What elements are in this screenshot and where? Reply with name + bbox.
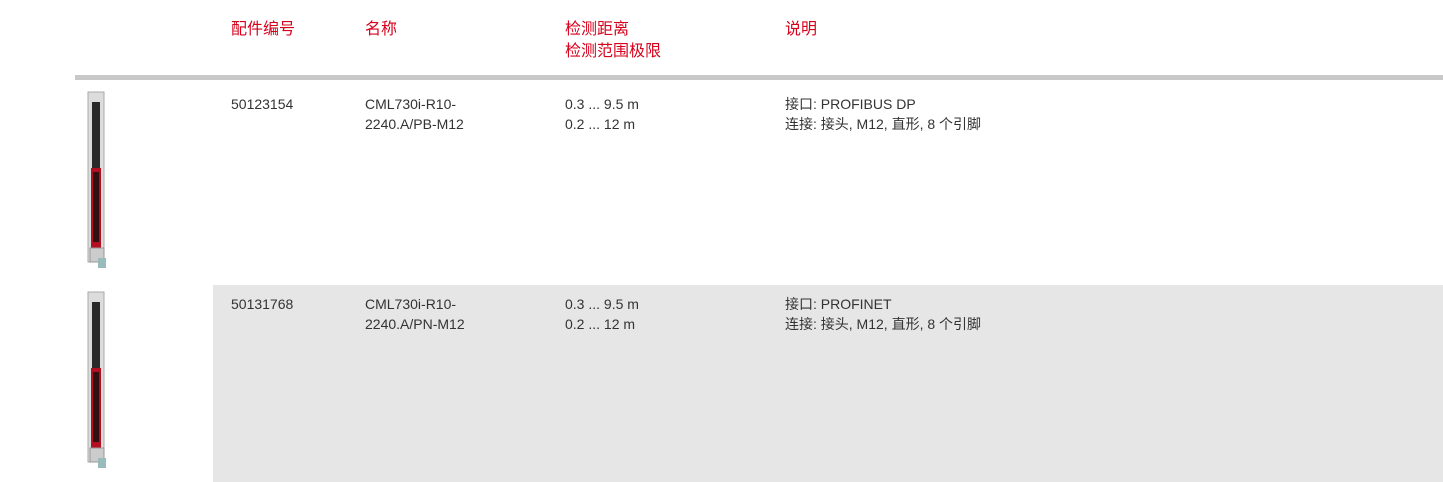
product-image: [87, 91, 106, 268]
range: 0.3 ... 9.5 m: [565, 296, 639, 312]
description: 接口: PROFIBUS DP: [785, 96, 916, 112]
header-range: 检测范围极限: [565, 43, 662, 60]
name: CML730i-R10-: [365, 296, 457, 312]
description: 接口: PROFINET: [785, 296, 892, 312]
header-description: 说明: [785, 21, 818, 38]
name: CML730i-R10-: [365, 96, 457, 112]
header-part-no: 配件编号: [231, 21, 296, 38]
range: 0.2 ... 12 m: [565, 116, 636, 132]
name: 2240.A/PB-M12: [365, 116, 464, 132]
header-name: 名称: [365, 21, 398, 38]
range: 0.3 ... 9.5 m: [565, 96, 639, 112]
name: 2240.A/PN-M12: [365, 316, 465, 332]
product-image: [87, 291, 106, 468]
part-no: 50123154: [231, 96, 294, 112]
range: 0.2 ... 12 m: [565, 316, 636, 332]
header-rule: [75, 75, 1443, 80]
header-range: 检测距离: [565, 21, 630, 38]
description: 连接: 接头, M12, 直形, 8 个引脚: [785, 316, 982, 332]
part-no: 50131768: [231, 296, 294, 312]
description: 连接: 接头, M12, 直形, 8 个引脚: [785, 116, 982, 132]
row-background: [213, 285, 1443, 482]
